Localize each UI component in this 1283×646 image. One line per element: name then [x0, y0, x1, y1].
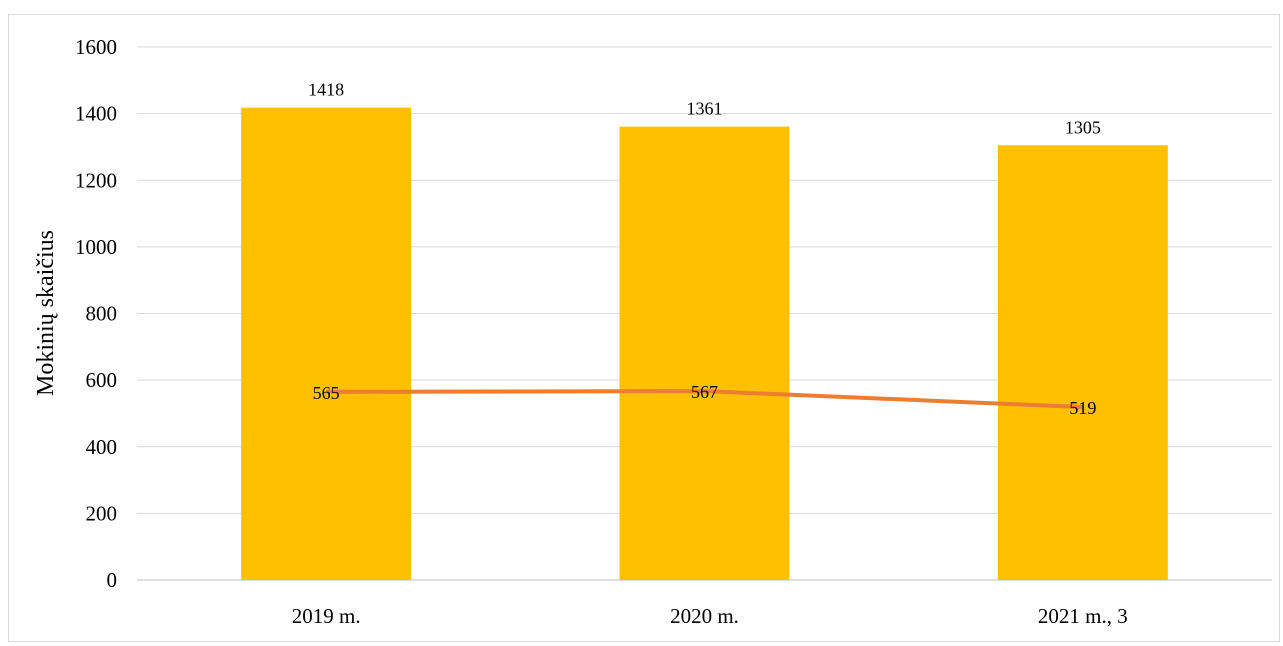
line-value-label: 565	[313, 383, 340, 403]
y-axis-ticks: 0 200 400 600 800 1000 1200 1400 1600	[75, 35, 117, 592]
y-tick-label: 1200	[75, 168, 117, 192]
bar	[997, 145, 1168, 580]
bar	[241, 107, 412, 580]
y-tick-label: 1000	[75, 235, 117, 259]
x-tick-label: 2019 m.	[292, 604, 361, 628]
line-series	[326, 389, 1083, 410]
x-axis-ticks: 2019 m. 2020 m. 2021 m., 3	[292, 604, 1128, 628]
y-tick-label: 600	[86, 368, 118, 392]
y-tick-label: 400	[86, 435, 118, 459]
line-value-label: 519	[1069, 398, 1096, 418]
y-tick-label: 800	[86, 302, 118, 326]
bar-value-label: 1305	[1065, 117, 1101, 137]
data-labels: 1418 1361 1305 565 567 519	[308, 80, 1101, 418]
bar-value-label: 1418	[308, 80, 344, 100]
y-tick-label: 1600	[75, 35, 117, 59]
bars	[241, 107, 1168, 580]
x-tick-label: 2020 m.	[670, 604, 739, 628]
y-tick-label: 1400	[75, 102, 117, 126]
line-value-label: 567	[691, 382, 718, 402]
bar-value-label: 1361	[687, 99, 723, 119]
y-tick-label: 200	[86, 501, 118, 525]
y-tick-label: 0	[107, 568, 118, 592]
y-axis-label: Mokinių skaičius	[33, 230, 59, 396]
bar	[619, 126, 790, 580]
line-path	[326, 389, 1083, 410]
x-tick-label: 2021 m., 3	[1038, 604, 1128, 628]
